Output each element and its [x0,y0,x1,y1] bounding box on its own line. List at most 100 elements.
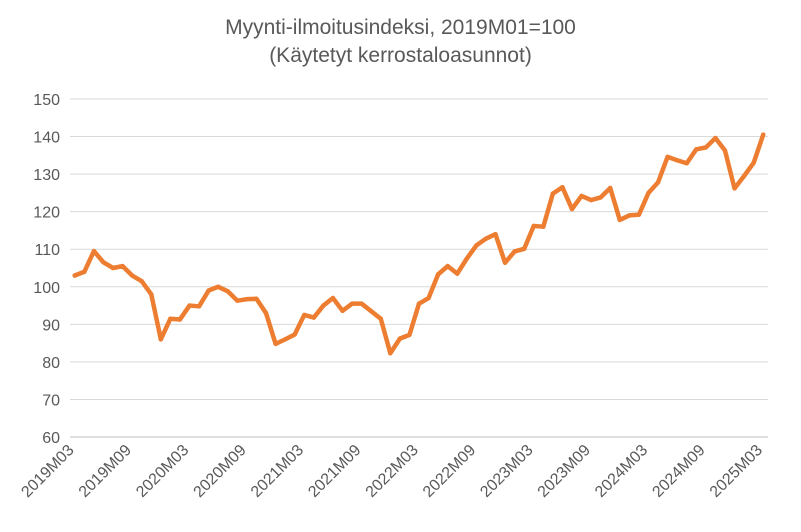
data-point [388,351,393,356]
x-tick-label: 2024M09 [649,442,708,501]
x-tick-label: 2024M03 [592,442,651,501]
x-tick-label: 2021M03 [248,442,307,501]
data-point [732,186,737,191]
y-tick-label: 70 [42,392,60,409]
data-point [655,180,661,185]
data-point [646,190,651,196]
data-point [330,295,336,301]
data-point [397,336,403,341]
data-point [674,158,680,163]
y-tick-label: 140 [33,130,60,147]
gridlines [70,98,768,438]
data-point [82,269,87,274]
data-point [493,232,498,237]
data-point [713,135,718,141]
data-point [110,265,116,271]
y-tick-label: 90 [42,317,60,334]
data-point [91,248,97,254]
data-point [455,271,460,276]
data-point [512,249,517,254]
x-tick-label: 2025M03 [707,442,766,501]
data-point [378,316,383,321]
y-tick-label: 150 [33,92,60,109]
data-point [474,243,479,248]
x-tick-label: 2020M09 [191,442,250,501]
data-point [139,278,144,284]
data-point [464,256,470,261]
data-point [321,303,326,308]
data-point [445,263,450,269]
data-point [225,289,230,294]
data-point [168,316,173,321]
chart-subtitle: (Käytetyt kerrostaloasunnot) [269,44,532,67]
data-point [665,154,670,160]
data-point [751,160,756,166]
data-point [560,185,565,190]
data-point [101,260,106,265]
data-point [598,195,603,200]
data-point [149,292,154,297]
y-tick-label: 80 [42,355,60,372]
x-tick-label: 2022M03 [363,442,422,501]
data-point [235,298,240,303]
y-tick-label: 110 [34,242,60,259]
data-point [502,260,508,265]
data-point [206,288,211,293]
data-point [340,308,345,314]
data-point [569,206,575,212]
data-point [703,145,709,150]
data-point [244,296,250,302]
x-tick-label: 2021M09 [305,442,364,501]
data-point [407,332,412,338]
x-tick-label: 2019M03 [18,442,77,501]
data-point [263,310,269,316]
x-axis: 2019M032019M092020M032020M092021M032021M… [18,442,766,501]
data-point [521,246,527,252]
y-tick-label: 130 [33,167,60,184]
data-point [483,236,489,241]
data-point [349,301,355,306]
data-point [694,147,699,152]
data-point [311,315,317,320]
data-point [292,332,297,337]
data-point [177,317,183,322]
data-point [273,341,278,347]
x-tick-label: 2023M03 [477,442,536,501]
y-tick-label: 60 [42,430,60,447]
data-point [282,337,288,342]
chart-title: Myynti-ilmoitusindeksi, 2019M01=100 [225,16,576,39]
x-tick-label: 2019M09 [76,442,135,501]
data-point [579,193,584,199]
data-point [120,263,125,269]
data-point [187,303,192,308]
x-tick-label: 2020M03 [133,442,192,501]
data-point [617,217,622,223]
data-point [531,223,536,229]
data-point [761,132,766,137]
data-point [359,301,364,306]
data-point [129,273,135,278]
data-point [684,161,689,166]
data-point [426,295,431,301]
data-point [550,191,556,196]
x-tick-label: 2023M09 [535,442,594,501]
x-tick-label: 2022M09 [420,442,479,501]
data-point [627,213,632,218]
y-tick-label: 120 [33,205,60,222]
data-point [254,296,259,301]
data-point [416,301,422,306]
y-tick-label: 100 [33,280,60,297]
data-point [435,272,441,277]
data-point [741,173,747,179]
data-point [722,148,728,153]
data-point [158,337,164,342]
data-point [588,197,594,203]
data-point [541,224,546,229]
y-axis: 60 70 80 90 100 110 120 130 140 150 [33,92,60,447]
data-point [216,284,221,289]
data-point [368,308,374,314]
data-point [196,304,202,309]
data-point [72,273,77,278]
